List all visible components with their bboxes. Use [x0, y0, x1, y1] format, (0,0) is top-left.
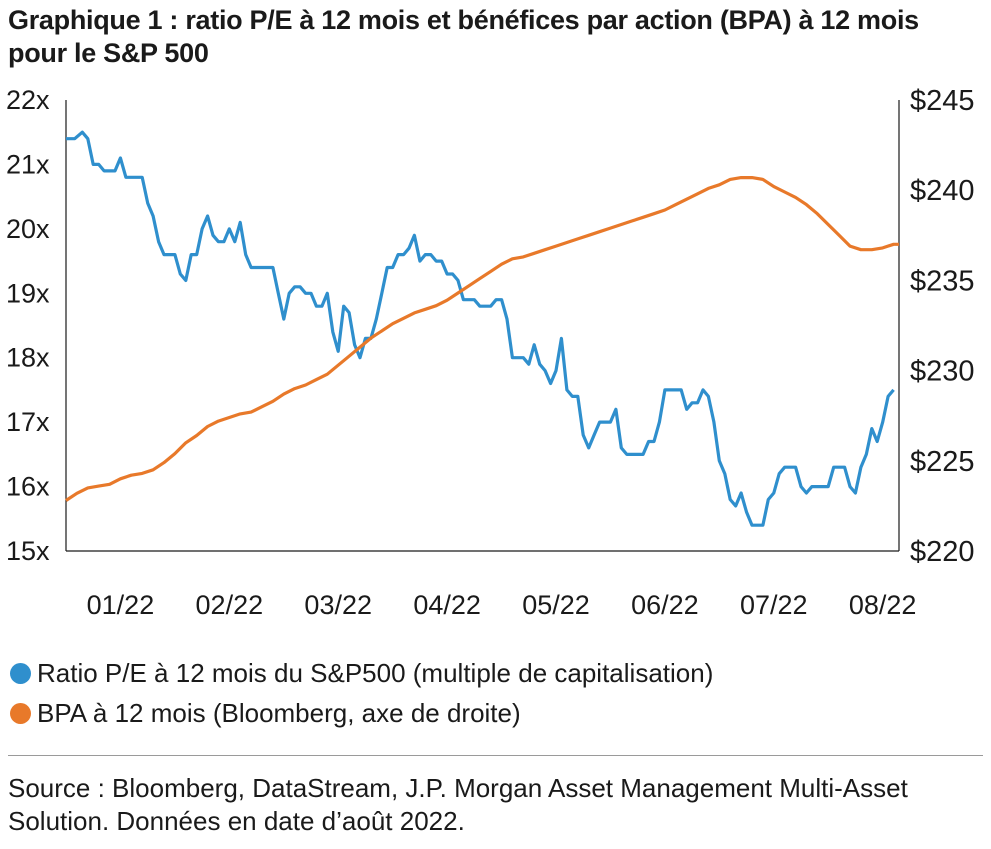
- x-tick-label: 01/22: [87, 590, 155, 620]
- y-right-tick-label: $225: [910, 446, 975, 478]
- y-right-tick-label: $245: [910, 85, 975, 117]
- legend-item-pe: Ratio P/E à 12 mois du S&P500 (multiple …: [10, 658, 713, 688]
- y-left-tick-label: 17x: [6, 407, 50, 437]
- y-left-tick-label: 19x: [6, 278, 50, 308]
- y-left-tick-label: 18x: [6, 343, 50, 373]
- x-tick-label: 05/22: [522, 590, 590, 620]
- y-left-tick-label: 21x: [6, 149, 50, 179]
- y-left-tick-label: 20x: [6, 214, 50, 244]
- x-tick-label: 03/22: [304, 590, 372, 620]
- y-right-tick-label: $220: [910, 536, 975, 568]
- x-tick-label: 06/22: [631, 590, 699, 620]
- chart-title: Graphique 1 : ratio P/E à 12 mois et bén…: [8, 5, 919, 68]
- y-left-tick-label: 16x: [6, 472, 50, 502]
- series-line-eps: [65, 176, 899, 502]
- legend-swatch-eps: [10, 703, 31, 724]
- y-right-tick-label: $235: [910, 265, 975, 297]
- legend-label-pe: Ratio P/E à 12 mois du S&P500 (multiple …: [37, 658, 714, 688]
- x-tick-label: 08/22: [849, 590, 917, 620]
- legend-swatch-pe: [10, 663, 31, 684]
- y-right-tick-label: $240: [910, 175, 975, 207]
- series-line-pe: [66, 130, 895, 527]
- source-note: Source : Bloomberg, DataStream, J.P. Mor…: [8, 773, 908, 836]
- legend-label-eps: BPA à 12 mois (Bloomberg, axe de droite): [37, 698, 521, 728]
- x-tick-label: 04/22: [413, 590, 481, 620]
- x-tick-label: 07/22: [740, 590, 808, 620]
- divider: [8, 755, 983, 756]
- x-tick-label: 02/22: [196, 590, 264, 620]
- y-left-tick-label: 22x: [6, 85, 50, 115]
- y-left-tick-label: 15x: [6, 536, 50, 566]
- legend-item-eps: BPA à 12 mois (Bloomberg, axe de droite): [10, 698, 521, 728]
- chart-plot: 15x 16x 17x 18x 19x 20x 21x 22x $220 $225 $230 $235…: [6, 85, 975, 620]
- y-right-tick-label: $230: [910, 356, 975, 388]
